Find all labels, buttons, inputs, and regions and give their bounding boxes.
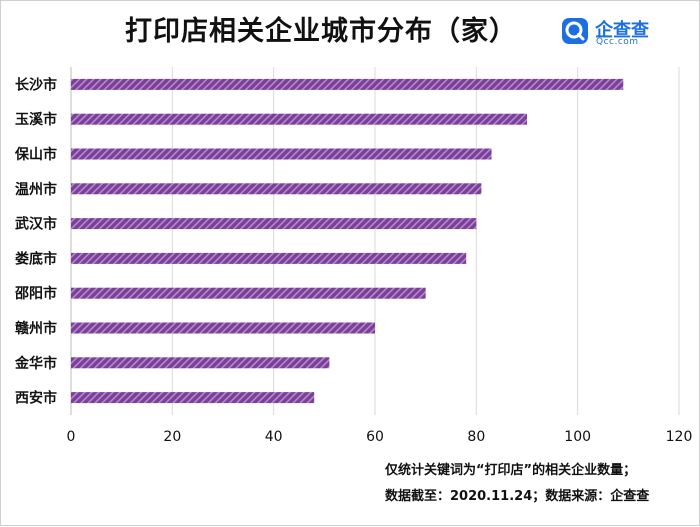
category-label: 玉溪市 <box>15 111 57 128</box>
category-label: 长沙市 <box>15 76 57 93</box>
bar <box>71 322 375 334</box>
footnote-1: 仅统计关键词为“打印店”的相关企业数量； <box>385 463 637 478</box>
category-label: 邵阳市 <box>14 285 57 302</box>
bar <box>71 148 492 160</box>
category-label: 武汉市 <box>15 216 57 233</box>
bar <box>71 113 527 125</box>
footnote-2: 数据截至：2020.11.24；数据来源：企查查 <box>385 489 650 504</box>
chart-title: 打印店相关企业城市分布（家） <box>125 16 517 47</box>
x-tick-label: 120 <box>666 429 693 445</box>
x-tick-label: 0 <box>67 429 76 445</box>
bar <box>71 78 624 90</box>
x-tick-label: 80 <box>467 429 485 445</box>
bar <box>71 252 467 264</box>
category-label: 保山市 <box>14 146 57 163</box>
x-tick-label: 20 <box>163 429 181 445</box>
category-label: 西安市 <box>15 390 57 407</box>
x-tick-label: 40 <box>265 429 283 445</box>
bar <box>71 287 426 299</box>
category-label: 温州市 <box>15 181 57 198</box>
bar <box>71 357 330 369</box>
logo-name: 企查查 <box>595 20 649 41</box>
bar <box>71 392 315 404</box>
bar <box>71 218 477 230</box>
category-label: 金华市 <box>14 355 57 372</box>
bar <box>71 183 482 195</box>
logo-sub: Qcc.com <box>596 37 639 47</box>
x-tick-label: 100 <box>564 429 591 445</box>
category-label: 娄底市 <box>15 250 57 267</box>
category-label: 赣州市 <box>15 320 57 337</box>
x-tick-label: 60 <box>366 429 384 445</box>
qcc-logo: 企查查 Qcc.com <box>561 17 671 53</box>
qcc-logo-icon <box>562 18 588 44</box>
